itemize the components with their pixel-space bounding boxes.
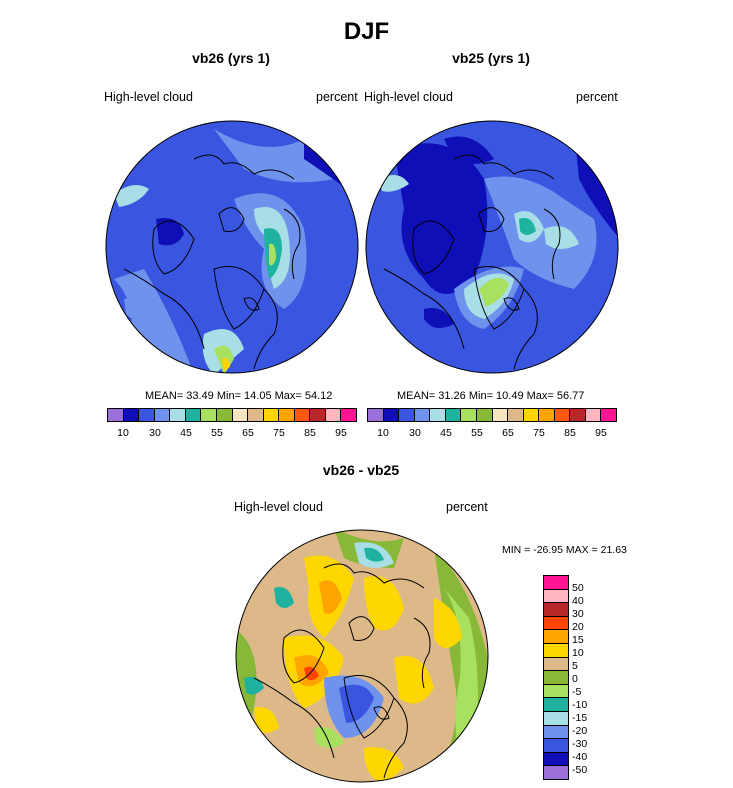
panel-1-map bbox=[105, 120, 359, 374]
panel-1-tick: 85 bbox=[304, 427, 316, 439]
panel-2-variable: High-level cloud bbox=[364, 90, 453, 104]
diff-panel-tick: -10 bbox=[572, 699, 588, 711]
panel-2-colorbar bbox=[367, 408, 617, 422]
diff-panel-tick: 15 bbox=[572, 634, 584, 646]
diff-panel-tick: 20 bbox=[572, 621, 584, 633]
panel-1-colorbar bbox=[107, 408, 357, 422]
panel-1-tick: 55 bbox=[211, 427, 223, 439]
diff-panel-tick: -15 bbox=[572, 712, 588, 724]
panel-2-map bbox=[365, 120, 619, 374]
panel-1-stats: MEAN= 33.49 Min= 14.05 Max= 54.12 bbox=[145, 390, 333, 402]
panel-2-tick: 75 bbox=[533, 427, 545, 439]
diff-panel-tick: -50 bbox=[572, 764, 588, 776]
diff-panel-tick: 0 bbox=[572, 673, 578, 685]
panel-1-title: vb26 (yrs 1) bbox=[192, 50, 270, 66]
diff-panel-tick: -20 bbox=[572, 725, 588, 737]
panel-2-tick: 95 bbox=[595, 427, 607, 439]
diff-panel-units: percent bbox=[446, 500, 488, 514]
panel-1-tick: 95 bbox=[335, 427, 347, 439]
diff-panel-variable: High-level cloud bbox=[234, 500, 323, 514]
diff-panel-tick: 50 bbox=[572, 582, 584, 594]
panel-2-title: vb25 (yrs 1) bbox=[452, 50, 530, 66]
diff-panel-title: vb26 - vb25 bbox=[322, 462, 400, 478]
panel-2-tick: 55 bbox=[471, 427, 483, 439]
diff-panel-tick: 40 bbox=[572, 595, 584, 607]
diff-panel-tick: 30 bbox=[572, 608, 584, 620]
panel-2-tick: 30 bbox=[409, 427, 421, 439]
diff-panel-tick: -5 bbox=[572, 686, 582, 698]
panel-1-units: percent bbox=[316, 90, 358, 104]
figure-title: DJF bbox=[343, 18, 390, 45]
panel-1-tick: 45 bbox=[180, 427, 192, 439]
panel-1-tick: 65 bbox=[242, 427, 254, 439]
panel-2-tick: 65 bbox=[502, 427, 514, 439]
diff-panel-stats: MIN = -26.95 MAX = 21.63 bbox=[502, 544, 627, 556]
panel-1-variable: High-level cloud bbox=[104, 90, 193, 104]
panel-2-tick: 85 bbox=[564, 427, 576, 439]
panel-2-stats: MEAN= 31.26 Min= 10.49 Max= 56.77 bbox=[397, 390, 585, 402]
panel-2-units: percent bbox=[576, 90, 618, 104]
diff-panel-map bbox=[235, 529, 489, 783]
panel-2-tick: 45 bbox=[440, 427, 452, 439]
diff-panel-tick: 10 bbox=[572, 647, 584, 659]
diff-panel-tick: 5 bbox=[572, 660, 578, 672]
diff-panel-tick: -40 bbox=[572, 751, 588, 763]
panel-2-tick: 10 bbox=[377, 427, 389, 439]
diff-panel-colorbar bbox=[543, 575, 569, 780]
panel-1-tick: 75 bbox=[273, 427, 285, 439]
panel-1-tick: 30 bbox=[149, 427, 161, 439]
diff-panel-tick: -30 bbox=[572, 738, 588, 750]
panel-1-tick: 10 bbox=[117, 427, 129, 439]
